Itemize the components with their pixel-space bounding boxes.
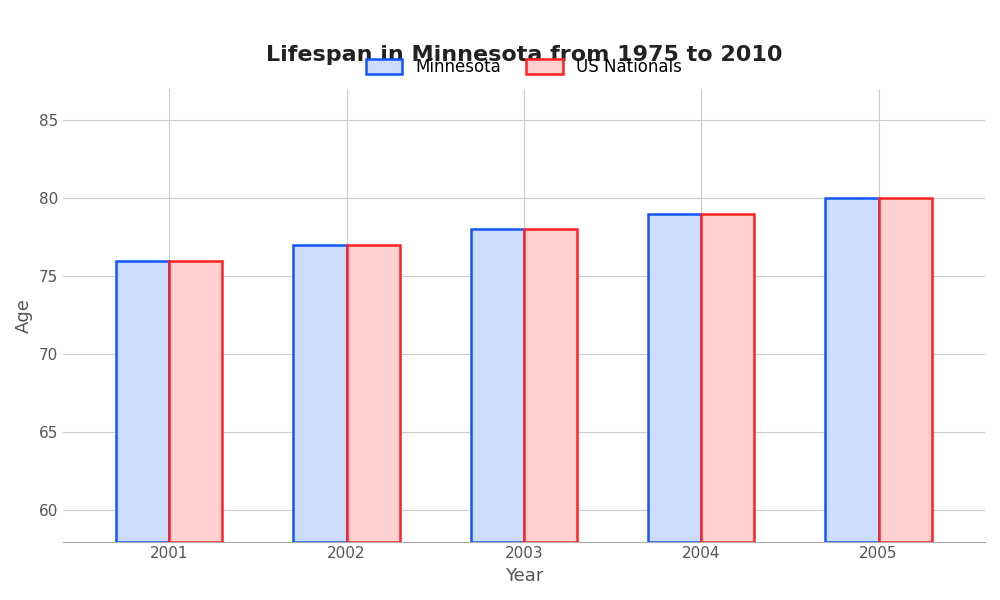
Bar	[524, 229, 577, 542]
Bar	[879, 198, 932, 542]
Bar	[116, 260, 169, 542]
Bar	[701, 214, 754, 542]
Bar	[169, 260, 222, 542]
Y-axis label: Age: Age	[15, 298, 33, 332]
X-axis label: Year: Year	[505, 567, 543, 585]
Legend: Minnesota, US Nationals: Minnesota, US Nationals	[359, 52, 689, 83]
Title: Lifespan in Minnesota from 1975 to 2010: Lifespan in Minnesota from 1975 to 2010	[266, 45, 782, 65]
Bar	[347, 245, 400, 542]
Bar	[293, 245, 347, 542]
Bar	[648, 214, 701, 542]
Bar	[471, 229, 524, 542]
Bar	[825, 198, 879, 542]
